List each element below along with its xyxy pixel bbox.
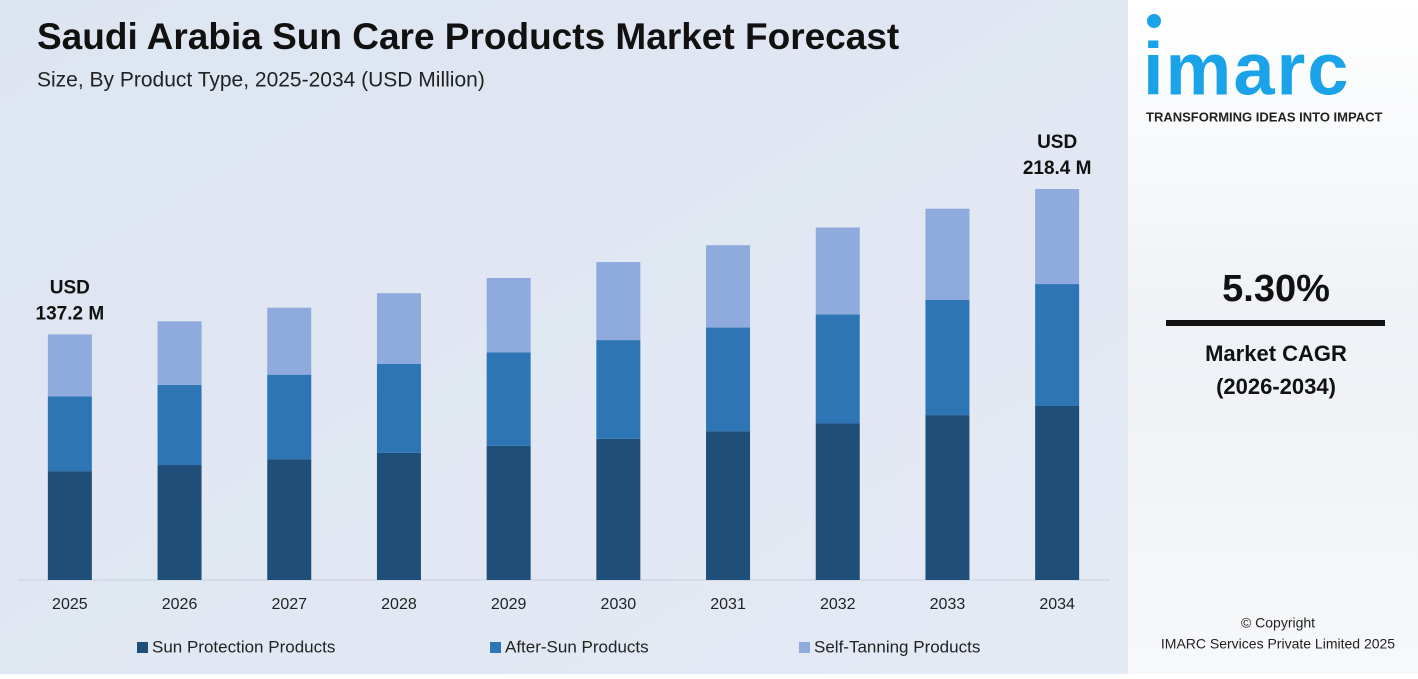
bar-segment [706,431,751,580]
bar-segment [925,415,970,580]
cagr-value: 5.30% [1222,268,1330,310]
chart-subtitle: Size, By Product Type, 2025-2034 (USD Mi… [37,69,485,92]
legend-label: Sun Protection Products [152,637,335,656]
copyright-holder: IMARC Services Private Limited 2025 [1161,636,1395,652]
legend-swatch [490,642,501,653]
x-tick-label: 2029 [491,596,527,613]
cagr-label: Market CAGR [1205,341,1347,366]
bar-segment [1035,189,1080,285]
bar-segment [1035,405,1080,580]
x-tick-label: 2026 [162,596,198,613]
total-label: USD [1037,132,1077,153]
copyright: © Copyright [1241,615,1315,631]
bar-segment [596,340,641,439]
cagr-divider [1166,320,1385,326]
bar-segment [815,227,860,315]
logo: imarc [1143,28,1350,111]
x-tick-label: 2025 [52,596,88,613]
side-background [1128,0,1418,674]
bar-segment [47,396,92,472]
bar-segment [706,245,751,328]
bar-segment [486,352,531,446]
cagr-period: (2026-2034) [1216,374,1336,399]
legend-swatch [799,642,810,653]
bar-segment [815,423,860,580]
tagline: TRANSFORMING IDEAS INTO IMPACT [1146,109,1382,124]
x-tick-label: 2031 [710,596,746,613]
bar-segment [596,438,641,580]
bar-segment [925,299,970,416]
bar-segment [925,208,970,300]
total-label: USD [50,277,90,298]
bar-segment [376,363,421,453]
legend-swatch [137,642,148,653]
x-tick-label: 2033 [930,596,966,613]
x-tick-label: 2034 [1039,596,1075,613]
bar-segment [267,459,312,580]
bar-segment [267,307,312,375]
bar-segment [596,262,641,341]
bar-segment [1035,284,1080,406]
bar-segment [157,321,202,385]
bar-segment [486,277,531,353]
bar-segment [47,471,92,580]
bar-segment [706,327,751,432]
total-label: 137.2 M [36,303,105,324]
bar-segment [376,293,421,364]
chart-title: Saudi Arabia Sun Care Products Market Fo… [37,16,899,57]
legend-label: After-Sun Products [505,637,649,656]
bar-segment [376,452,421,580]
bar-segment [486,445,531,580]
x-tick-label: 2027 [271,596,307,613]
x-tick-label: 2030 [601,596,637,613]
bar-segment [815,314,860,424]
logo-dot [1147,14,1161,28]
bar-segment [157,384,202,466]
x-tick-label: 2028 [381,596,417,613]
legend-label: Self-Tanning Products [814,637,980,656]
bar-segment [267,374,312,460]
bar-segment [157,465,202,580]
total-label: 218.4 M [1023,158,1092,179]
x-tick-label: 2032 [820,596,856,613]
bar-segment [47,334,92,397]
